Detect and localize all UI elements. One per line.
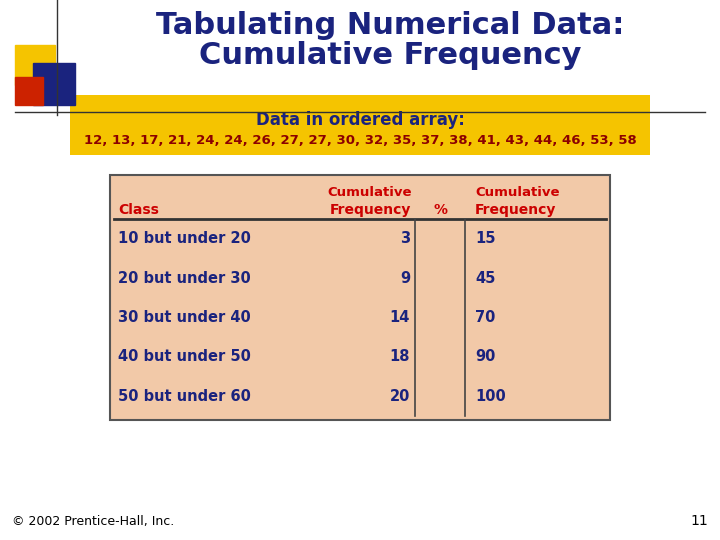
- FancyBboxPatch shape: [70, 95, 650, 155]
- Text: 45: 45: [475, 271, 495, 286]
- Text: Cumulative Frequency: Cumulative Frequency: [199, 40, 581, 70]
- Text: 40 but under 50: 40 but under 50: [118, 349, 251, 364]
- Text: © 2002 Prentice-Hall, Inc.: © 2002 Prentice-Hall, Inc.: [12, 515, 174, 528]
- FancyBboxPatch shape: [110, 175, 610, 420]
- Bar: [15, 45, 55, 85]
- Text: Cumulative: Cumulative: [475, 186, 559, 199]
- Text: 3: 3: [400, 231, 410, 246]
- Text: 10 but under 20: 10 but under 20: [118, 231, 251, 246]
- Text: 9: 9: [400, 271, 410, 286]
- Text: 18: 18: [390, 349, 410, 364]
- Text: 11: 11: [690, 514, 708, 528]
- Bar: [15, 77, 43, 105]
- Text: 30 but under 40: 30 but under 40: [118, 310, 251, 325]
- Text: Frequency: Frequency: [329, 203, 410, 217]
- Text: 20 but under 30: 20 but under 30: [118, 271, 251, 286]
- Text: 100: 100: [475, 389, 505, 404]
- Text: 20: 20: [390, 389, 410, 404]
- Text: Frequency: Frequency: [475, 203, 557, 217]
- Text: 70: 70: [475, 310, 495, 325]
- Text: Cumulative: Cumulative: [328, 186, 413, 199]
- Text: 50 but under 60: 50 but under 60: [118, 389, 251, 404]
- Text: 90: 90: [475, 349, 495, 364]
- Text: Class: Class: [118, 203, 159, 217]
- Text: Data in ordered array:: Data in ordered array:: [256, 111, 464, 129]
- Bar: [33, 63, 75, 105]
- Text: 12, 13, 17, 21, 24, 24, 26, 27, 27, 30, 32, 35, 37, 38, 41, 43, 44, 46, 53, 58: 12, 13, 17, 21, 24, 24, 26, 27, 27, 30, …: [84, 133, 636, 146]
- Text: 14: 14: [390, 310, 410, 325]
- Text: %: %: [433, 203, 447, 217]
- Text: 15: 15: [475, 231, 495, 246]
- Text: Tabulating Numerical Data:: Tabulating Numerical Data:: [156, 10, 624, 39]
